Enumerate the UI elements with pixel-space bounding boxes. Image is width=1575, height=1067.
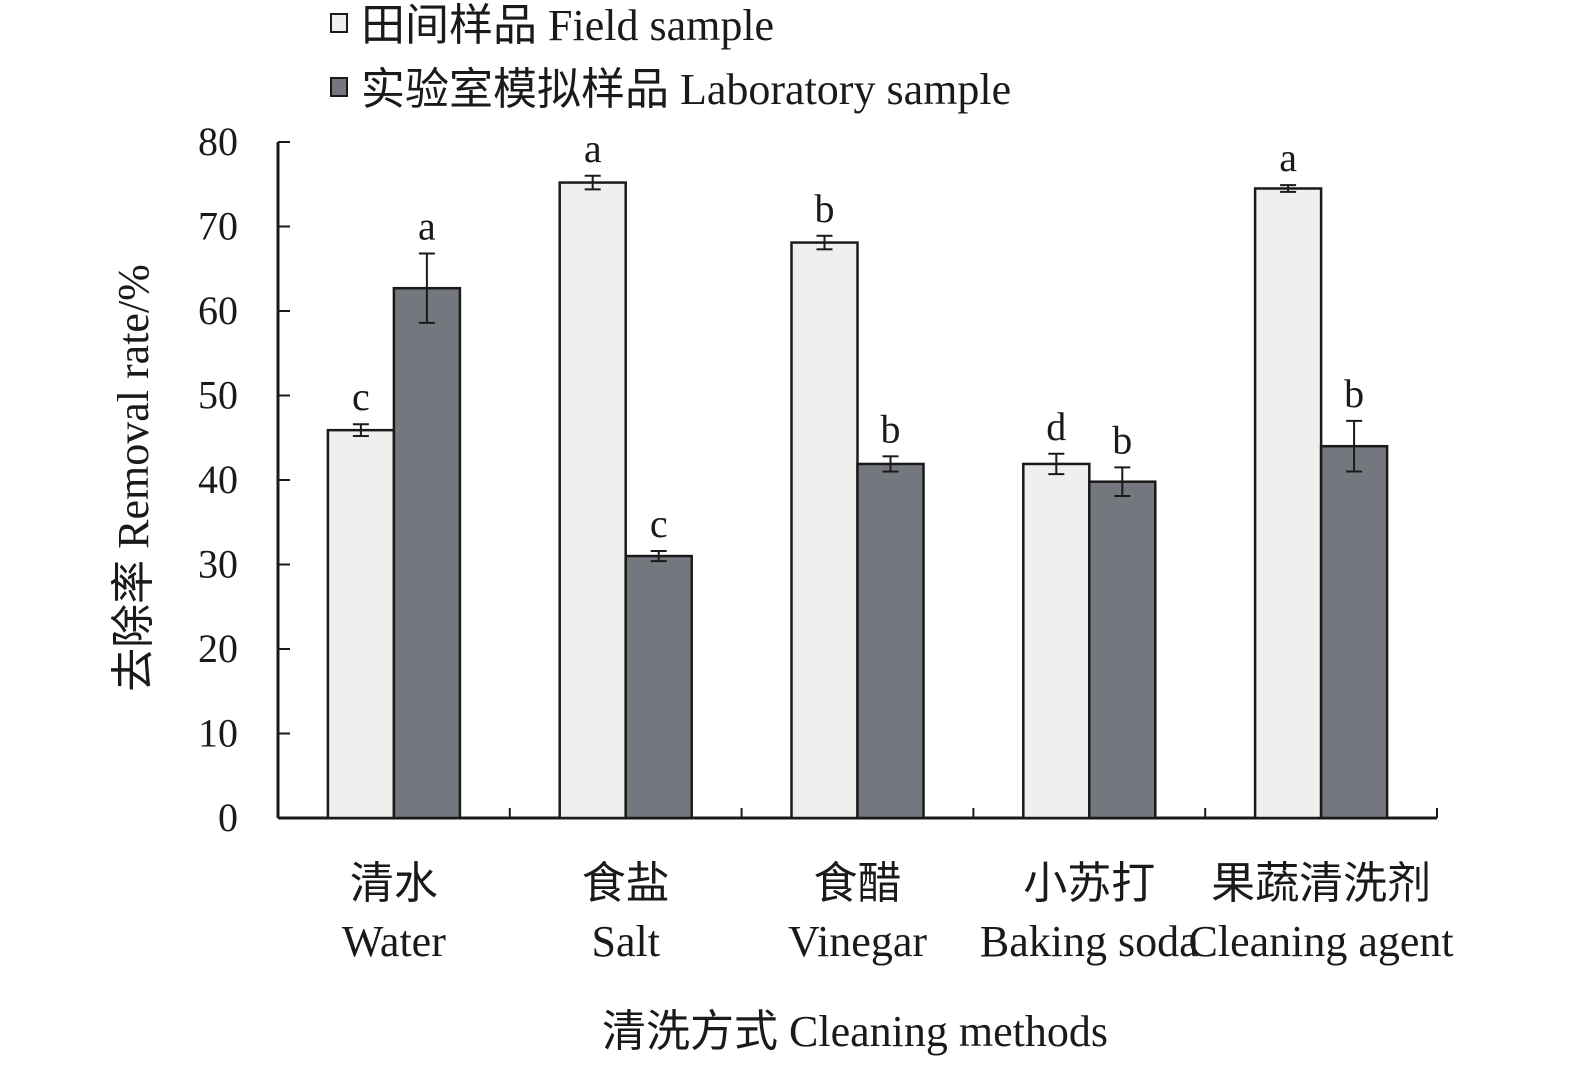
y-tick-label: 10	[198, 711, 238, 756]
x-category-label-en: Vinegar	[788, 917, 927, 966]
x-axis-title: 清洗方式 Cleaning methods	[602, 1007, 1108, 1056]
x-category-label-zh: 食盐	[582, 859, 670, 908]
bar-series-2	[1088, 480, 1157, 820]
x-category-label-zh: 食醋	[814, 859, 902, 908]
bar-series-2	[624, 554, 693, 820]
x-category-label-zh: 果蔬清洗剂	[1211, 859, 1431, 908]
significance-label: b	[1344, 371, 1364, 416]
significance-label: b	[881, 406, 901, 451]
y-axis-title: 去除率 Removal rate/%	[109, 264, 158, 692]
legend-swatch-field	[330, 13, 348, 33]
x-category-label-en: Baking soda	[980, 917, 1199, 966]
y-tick-label: 0	[218, 795, 238, 840]
x-category-label-en: Water	[342, 917, 446, 966]
x-category-label-en: Cleaning agent	[1189, 917, 1454, 966]
significance-label: c	[650, 501, 668, 546]
significance-label: a	[1279, 135, 1297, 180]
bar-series-2	[392, 286, 462, 820]
bar-series-1	[1022, 462, 1091, 820]
y-tick-label: 50	[198, 373, 238, 418]
significance-label: c	[352, 374, 370, 419]
x-category-label-en: Salt	[591, 917, 659, 966]
y-tick-label: 40	[198, 457, 238, 502]
bar-series-1	[1253, 187, 1323, 820]
bar-series-1	[558, 181, 627, 820]
y-tick-label: 60	[198, 288, 238, 333]
y-tick-label: 30	[198, 542, 238, 587]
bar-series-1	[790, 241, 859, 820]
bar-series-2	[1319, 444, 1389, 820]
significance-label: a	[584, 126, 602, 171]
y-tick-label: 80	[198, 119, 238, 164]
legend-label-lab: 实验室模拟样品 Laboratory sample	[361, 65, 1011, 114]
bar-series-1	[326, 428, 396, 820]
y-tick-label: 20	[198, 626, 238, 671]
significance-label: b	[1112, 417, 1132, 462]
legend-swatch-lab	[330, 77, 348, 97]
x-category-label-zh: 小苏打	[1023, 859, 1155, 908]
significance-label: b	[815, 186, 835, 231]
y-tick-label: 70	[198, 204, 238, 249]
significance-label: d	[1046, 404, 1066, 449]
x-category-label-zh: 清水	[350, 859, 438, 908]
legend-label-field: 田间样品 Field sample	[361, 1, 774, 50]
significance-label: a	[418, 204, 436, 249]
plot-area: 0 10 20 30 40 50 60 70 80 清水 Water 食盐 Salt 食醋 Vinegar 小…	[198, 119, 1454, 966]
legend: 田间样品 Field sample 实验室模拟样品 Laboratory sam…	[330, 1, 1011, 114]
bar-series-2	[856, 462, 925, 820]
